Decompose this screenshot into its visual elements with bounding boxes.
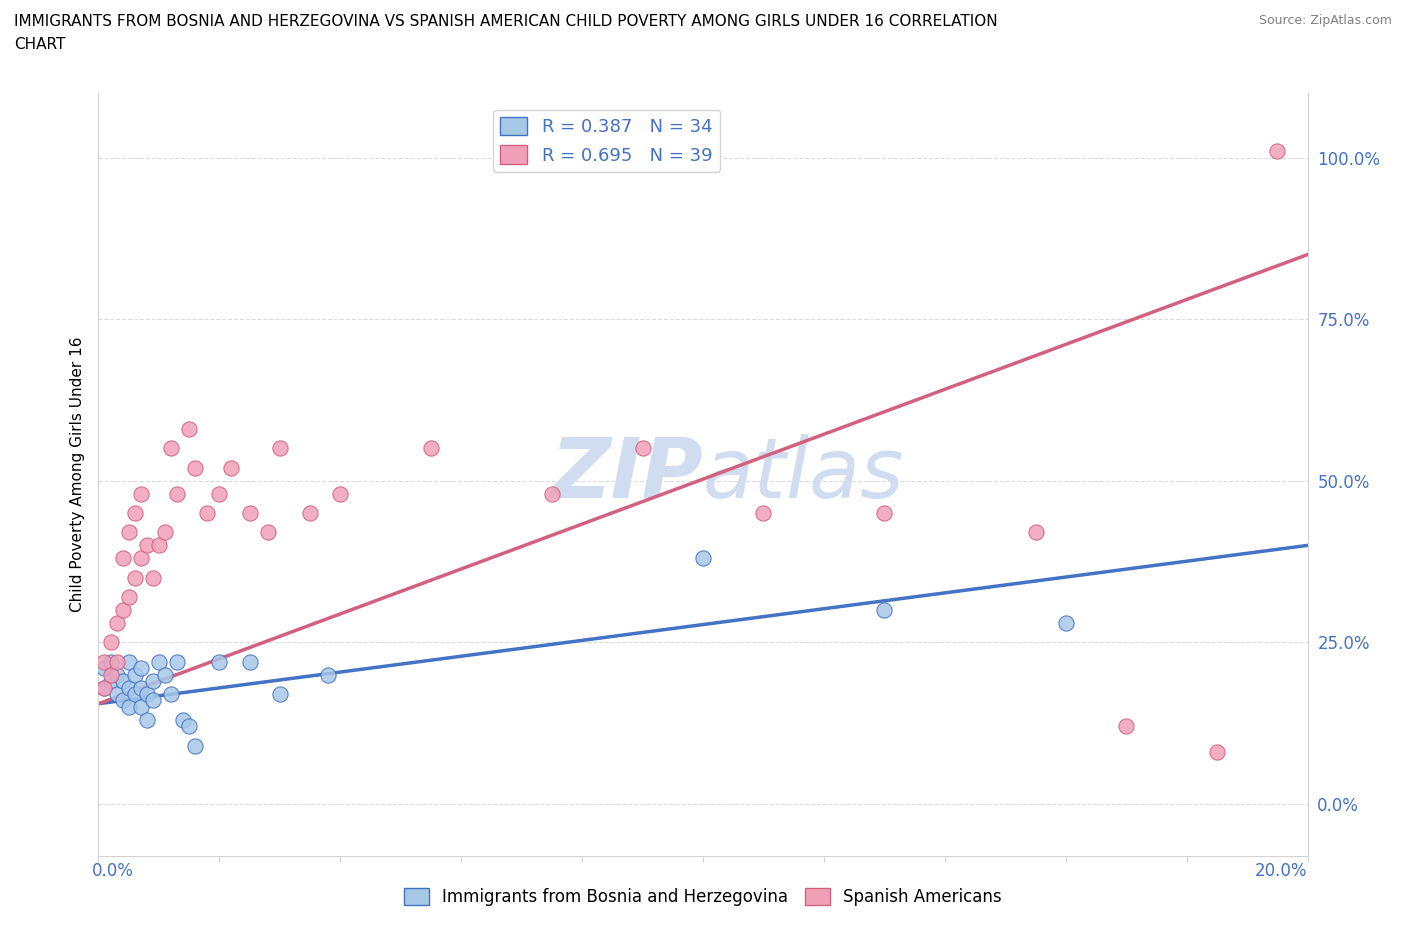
Point — [208, 486, 231, 501]
Point — [124, 570, 146, 585]
Point — [631, 441, 654, 456]
Point — [239, 506, 262, 521]
Legend: Immigrants from Bosnia and Herzegovina, Spanish Americans: Immigrants from Bosnia and Herzegovina, … — [398, 881, 1008, 912]
Point — [179, 719, 201, 734]
Point — [129, 699, 152, 714]
Point — [256, 525, 278, 540]
Legend: R = 0.387   N = 34, R = 0.695   N = 39: R = 0.387 N = 34, R = 0.695 N = 39 — [494, 110, 720, 172]
Point — [153, 667, 176, 682]
Point — [142, 673, 165, 688]
Point — [135, 538, 157, 552]
Point — [299, 506, 322, 521]
Point — [142, 570, 165, 585]
Point — [135, 712, 157, 727]
Text: CHART: CHART — [14, 37, 66, 52]
Point — [316, 667, 339, 682]
Point — [124, 506, 146, 521]
Point — [1054, 616, 1077, 631]
Point — [118, 680, 141, 695]
Point — [1115, 719, 1137, 734]
Point — [100, 673, 122, 688]
Point — [118, 699, 141, 714]
Point — [269, 686, 291, 701]
Point — [124, 686, 146, 701]
Point — [93, 655, 115, 670]
Point — [105, 667, 128, 682]
Point — [100, 655, 122, 670]
Text: IMMIGRANTS FROM BOSNIA AND HERZEGOVINA VS SPANISH AMERICAN CHILD POVERTY AMONG G: IMMIGRANTS FROM BOSNIA AND HERZEGOVINA V… — [14, 14, 998, 29]
Point — [111, 693, 134, 708]
Text: atlas: atlas — [703, 433, 904, 515]
Point — [129, 680, 152, 695]
Point — [179, 421, 201, 436]
Point — [239, 655, 262, 670]
Point — [118, 525, 141, 540]
Point — [195, 506, 218, 521]
Point — [873, 506, 896, 521]
Point — [752, 506, 775, 521]
Text: 20.0%: 20.0% — [1256, 862, 1308, 880]
Point — [160, 441, 183, 456]
Text: Source: ZipAtlas.com: Source: ZipAtlas.com — [1258, 14, 1392, 27]
Point — [1206, 745, 1229, 760]
Point — [692, 551, 714, 565]
Point — [93, 660, 115, 675]
Point — [166, 486, 188, 501]
Point — [105, 655, 128, 670]
Y-axis label: Child Poverty Among Girls Under 16: Child Poverty Among Girls Under 16 — [69, 337, 84, 612]
Point — [540, 486, 562, 501]
Point — [118, 655, 141, 670]
Point — [111, 551, 134, 565]
Point — [129, 551, 152, 565]
Point — [873, 603, 896, 618]
Point — [148, 655, 170, 670]
Point — [1024, 525, 1046, 540]
Point — [124, 667, 146, 682]
Point — [172, 712, 194, 727]
Point — [129, 660, 152, 675]
Point — [111, 673, 134, 688]
Point — [118, 590, 141, 604]
Point — [111, 603, 134, 618]
Text: ZIP: ZIP — [550, 433, 703, 515]
Point — [160, 686, 183, 701]
Point — [105, 686, 128, 701]
Point — [129, 486, 152, 501]
Point — [142, 693, 165, 708]
Point — [184, 738, 207, 753]
Point — [100, 667, 122, 682]
Point — [184, 460, 207, 475]
Point — [93, 680, 115, 695]
Point — [105, 616, 128, 631]
Point — [1267, 144, 1289, 159]
Point — [269, 441, 291, 456]
Point — [153, 525, 176, 540]
Text: 0.0%: 0.0% — [93, 862, 134, 880]
Point — [208, 655, 231, 670]
Point — [329, 486, 352, 501]
Point — [221, 460, 243, 475]
Point — [135, 686, 157, 701]
Point — [420, 441, 443, 456]
Point — [100, 635, 122, 650]
Point — [93, 680, 115, 695]
Point — [166, 655, 188, 670]
Point — [148, 538, 170, 552]
